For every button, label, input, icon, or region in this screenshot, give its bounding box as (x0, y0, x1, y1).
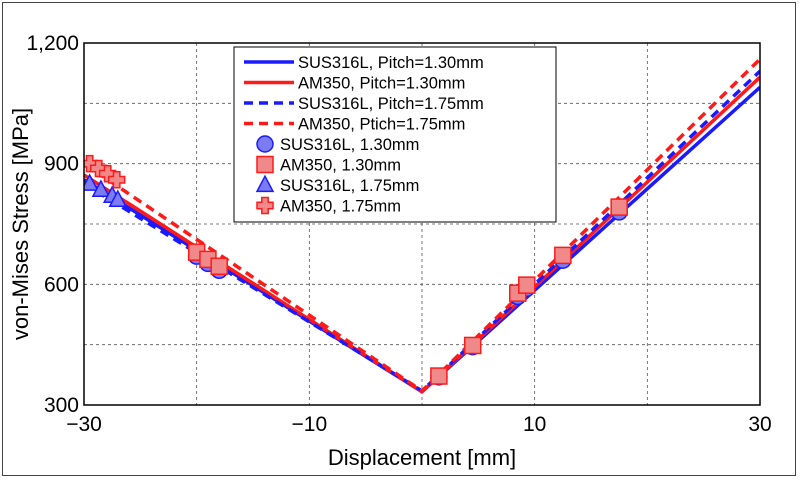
legend: SUS316L, Pitch=1.30mm AM350, Pitch=1.30mm… (233, 46, 557, 223)
series-6-point (108, 189, 128, 208)
legend-label: SUS316L, Pitch=1.75mm (298, 95, 484, 113)
legend-label: AM350, 1.75mm (280, 198, 401, 216)
x-tick-label: −30 (66, 413, 102, 436)
series-3-line (84, 57, 760, 393)
legend-swatch (256, 196, 274, 215)
y-axis-label: von-Mises Stress [MPa] (8, 108, 33, 340)
x-tick-label: −10 (292, 413, 328, 436)
y-tick-label: 600 (44, 273, 79, 296)
x-axis-label: Displacement [mm] (328, 445, 516, 470)
series-6-point (91, 179, 111, 197)
series-5-point (463, 336, 482, 355)
series-5-point (210, 257, 228, 275)
y-tick-label: 300 (44, 394, 79, 417)
y-tick-label: 1,200 (26, 32, 79, 55)
plot-border (83, 42, 761, 406)
x-tick-label: 10 (523, 413, 546, 436)
series-7-point (107, 171, 126, 189)
series-5-point (430, 367, 448, 385)
legend-swatch (256, 135, 274, 153)
y-tick-label: 900 (44, 153, 79, 176)
series-5-point (610, 198, 628, 216)
legend-swatch (256, 155, 274, 174)
legend-label: AM350, Pitch=1.30mm (298, 75, 465, 93)
legend-label: AM350, 1.30mm (280, 157, 401, 175)
legend-box (233, 46, 557, 223)
legend-label: SUS316L, Pitch=1.30mm (298, 54, 484, 72)
legend-swatch (255, 174, 275, 193)
legend-label: SUS316L, 1.30mm (280, 136, 419, 154)
series-layer (84, 57, 760, 394)
series-5-point (518, 276, 536, 294)
x-tick-label: 30 (748, 413, 771, 436)
series-6-point (84, 173, 99, 191)
tick-labels: −30 −10 10 30 300 600 900 1,200 (26, 32, 771, 436)
series-5-point (554, 246, 572, 265)
legend-label: AM350, Ptich=1.75mm (298, 116, 465, 134)
legend-label: SUS316L, 1.75mm (280, 177, 419, 195)
